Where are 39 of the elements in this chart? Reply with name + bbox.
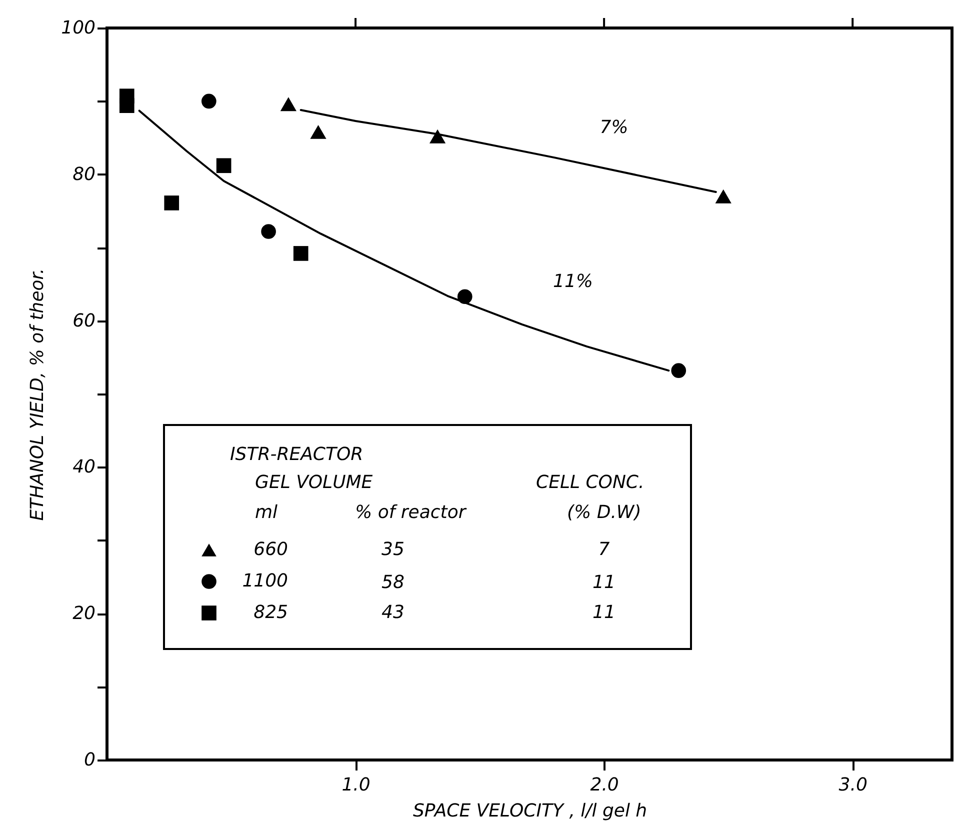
x-axis-title: SPACE VELOCITY , l/l gel h: [412, 800, 648, 822]
y-tick-label: 20: [72, 603, 96, 624]
y-tick-label: 100: [61, 18, 96, 38]
legend-label: 660: [254, 539, 288, 560]
point: [671, 363, 686, 378]
annotation: 11: [592, 602, 616, 623]
point: [216, 158, 232, 174]
point: [261, 224, 276, 239]
annotation: 43: [382, 602, 404, 623]
annotation: 7: [598, 539, 610, 560]
annotation: (% D.W): [567, 502, 642, 523]
legend-label: 1100: [242, 570, 288, 592]
y-tick-label: 80: [72, 164, 96, 185]
point: [715, 189, 732, 204]
y-tick-label: 0: [84, 750, 96, 770]
legend-label: 825: [254, 602, 288, 623]
x-tick-label: 1.0: [342, 774, 370, 796]
annotation: CELL CONC.: [536, 472, 644, 493]
y-tick-label: 60: [72, 310, 96, 332]
point: [201, 94, 216, 109]
point: [280, 97, 296, 112]
point: [164, 196, 180, 210]
annotation: 11%: [552, 271, 594, 292]
point: [429, 129, 446, 144]
y-axis-title: ETHANOL YIELD, % of theor.: [27, 268, 48, 521]
annotation: 7%: [600, 117, 628, 138]
annotation: 35: [382, 539, 404, 560]
annotation: GEL VOLUME: [255, 472, 374, 493]
legend-title: ISTR-REACTOR: [230, 444, 364, 465]
point: [293, 246, 308, 261]
point: [310, 124, 326, 139]
annotation: 58: [382, 572, 404, 593]
point: [119, 88, 134, 104]
x-tick-label: 3.0: [838, 774, 868, 796]
annotation: ml: [255, 502, 278, 523]
annotation: % of reactor: [355, 502, 468, 523]
x-tick-label: 2.0: [590, 774, 619, 796]
annotation: 11: [592, 572, 616, 593]
y-tick-label: 40: [72, 456, 96, 478]
